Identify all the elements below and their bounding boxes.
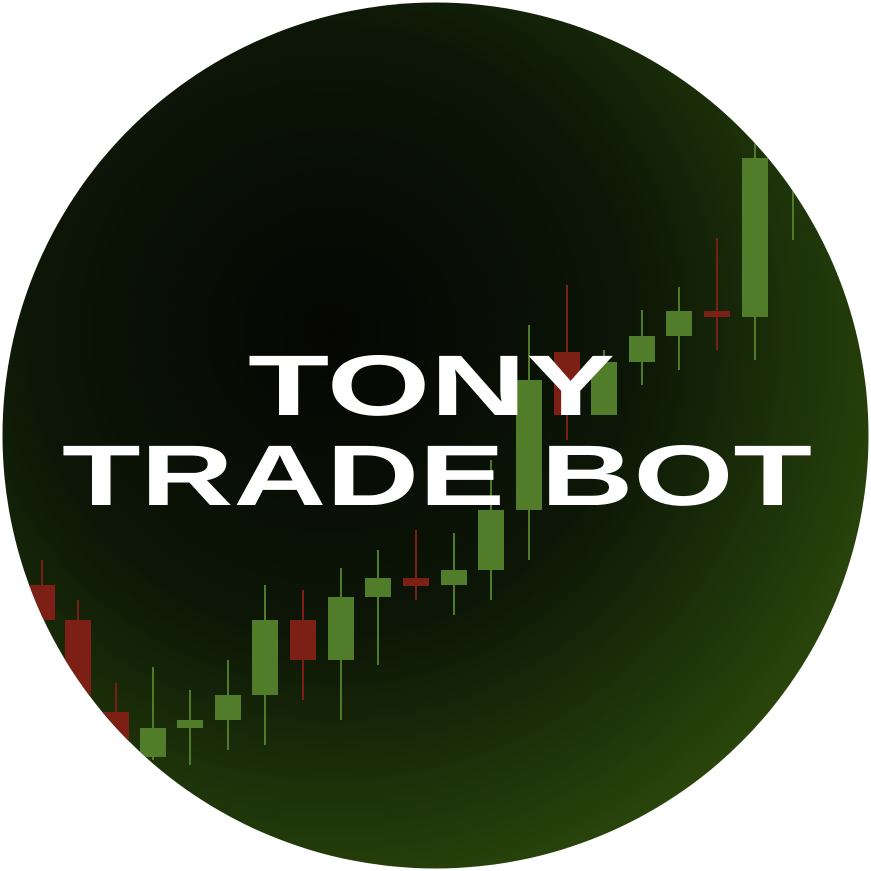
- body: [441, 570, 467, 585]
- candle: [252, 585, 278, 745]
- candle: [742, 140, 768, 360]
- body: [65, 620, 91, 695]
- body: [742, 158, 768, 317]
- body: [666, 311, 692, 336]
- body: [554, 352, 580, 415]
- body: [215, 695, 241, 720]
- body: [629, 336, 655, 362]
- candle: [215, 660, 241, 750]
- body: [704, 311, 730, 317]
- candle: [328, 568, 354, 720]
- candle: [554, 285, 580, 440]
- body: [403, 578, 429, 586]
- candle: [290, 590, 316, 700]
- body: [177, 720, 203, 728]
- body: [478, 510, 504, 570]
- body: [591, 362, 617, 415]
- candle: [177, 690, 203, 765]
- candle: [516, 325, 542, 560]
- candle: [365, 550, 391, 665]
- body: [140, 728, 166, 757]
- candle: [591, 350, 617, 415]
- body: [365, 578, 391, 597]
- body: [290, 620, 316, 660]
- candle: [629, 310, 655, 385]
- candle: [140, 667, 166, 760]
- body: [29, 585, 55, 620]
- body: [103, 712, 129, 742]
- logo-line-2: TRADE BOT: [62, 428, 812, 524]
- body: [328, 597, 354, 660]
- candle: [478, 460, 504, 600]
- body: [516, 380, 542, 510]
- logo-line-1: TONY: [248, 338, 615, 434]
- candle: [441, 533, 467, 615]
- body: [252, 620, 278, 695]
- candle: [666, 287, 692, 370]
- candle: [403, 530, 429, 600]
- candle: [704, 238, 730, 350]
